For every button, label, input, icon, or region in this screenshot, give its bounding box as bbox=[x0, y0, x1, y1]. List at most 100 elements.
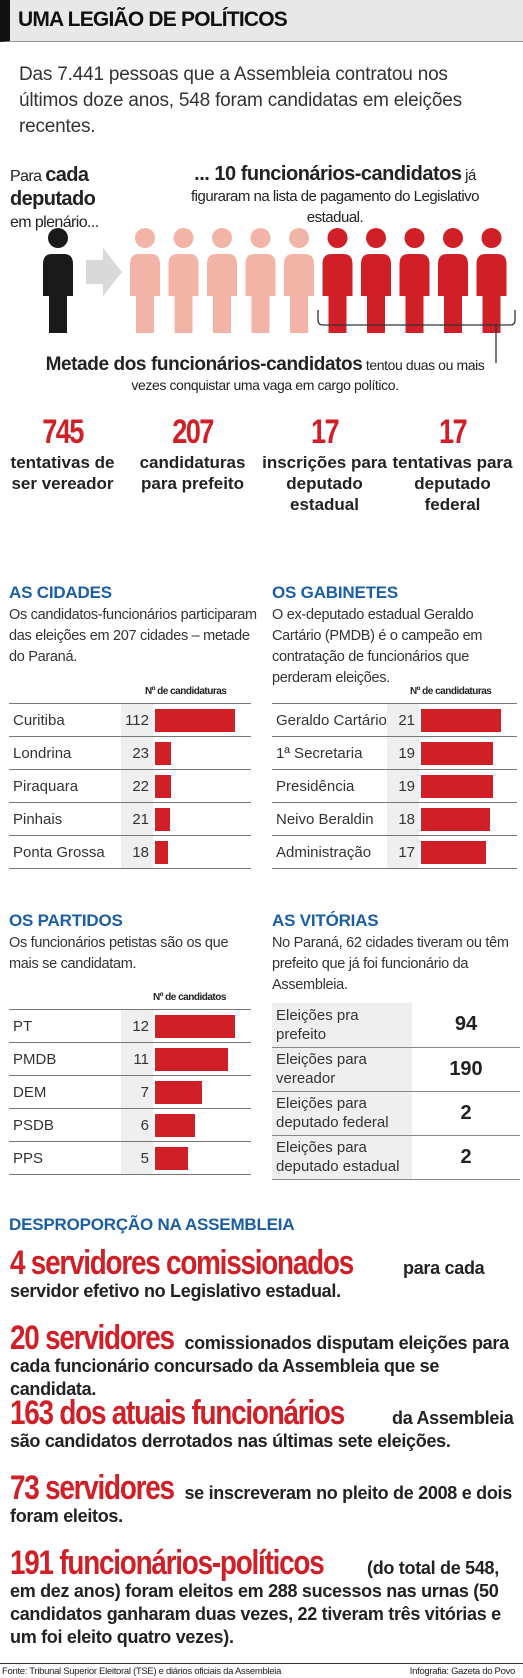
bar-category-label: Presidência bbox=[272, 769, 387, 803]
bar-row: PMDB 11 bbox=[9, 1042, 251, 1076]
claim-item: 20 servidores comissionados disputam ele… bbox=[10, 1321, 520, 1401]
bar-value-label: 112 bbox=[121, 703, 153, 737]
half-bracket bbox=[317, 310, 516, 326]
bar-row: Administração 17 bbox=[272, 835, 517, 869]
stat-prefeito: 207 candidaturas para prefeito bbox=[130, 412, 255, 494]
stat-label: candidaturas para prefeito bbox=[139, 453, 246, 493]
victory-value: 2 bbox=[412, 1091, 520, 1136]
bar bbox=[155, 1047, 228, 1071]
victory-row: Eleições para deputado federal 2 bbox=[272, 1091, 520, 1136]
stat-number: 17 bbox=[438, 413, 468, 451]
people-pictogram bbox=[43, 228, 516, 363]
parties-subtitle: Os funcionários petistas são os que mais… bbox=[9, 935, 229, 972]
ten-employees-bold: ... 10 funcionários-candidatos bbox=[194, 163, 462, 185]
employee-figure-dark bbox=[438, 228, 468, 333]
bar-row: PSDB 6 bbox=[9, 1108, 251, 1142]
bar-value-label: 19 bbox=[387, 736, 419, 770]
bar bbox=[155, 741, 171, 765]
bar-category-label: 1ª Secretaria bbox=[272, 736, 387, 770]
bar bbox=[155, 1014, 235, 1038]
cities-title: AS CIDADES bbox=[9, 583, 112, 602]
bar bbox=[155, 708, 235, 732]
stat-number: 17 bbox=[310, 413, 340, 451]
claim-text: para cada servidor efetivo no Legislativ… bbox=[10, 1258, 485, 1301]
bar bbox=[155, 774, 171, 798]
victory-value: 2 bbox=[412, 1135, 520, 1180]
intro-text: Das 7.441 pessoas que a Assembleia contr… bbox=[19, 64, 462, 137]
bar bbox=[421, 741, 493, 765]
bar-row: Neivo Beraldin 18 bbox=[272, 802, 517, 836]
bar-category-label: PT bbox=[9, 1009, 121, 1043]
bar-category-label: PPS bbox=[9, 1141, 121, 1175]
bar-row: Ponta Grossa 18 bbox=[9, 835, 251, 869]
bar-category-label: Geraldo Cartário bbox=[272, 703, 387, 737]
stat-vereador: 745 tentativas de ser vereador bbox=[0, 412, 125, 494]
claim-item: 163 dos atuais funcionários da Assemblei… bbox=[10, 1394, 520, 1453]
bar-row: Presidência 19 bbox=[272, 769, 517, 803]
employee-figure-light bbox=[130, 228, 160, 333]
victory-row: Eleições pra prefeito 94 bbox=[272, 1003, 520, 1048]
bar-value-label: 23 bbox=[121, 736, 153, 770]
bar bbox=[155, 1113, 195, 1137]
per-deputy-caption: Para cada deputado em plenário... bbox=[10, 164, 120, 234]
stat-label: tentativas de ser vereador bbox=[10, 453, 115, 493]
bar-value-label: 18 bbox=[387, 802, 419, 836]
victories-table: Eleições pra prefeito 94 Eleições para ver… bbox=[272, 1003, 520, 1180]
claim-item: 73 servidores se inscreveram no pleito d… bbox=[10, 1471, 520, 1528]
employee-figure-light bbox=[207, 228, 237, 333]
bar-category-label: Neivo Beraldin bbox=[272, 802, 387, 836]
claim-text: (do total de 548, em dez anos) foram ele… bbox=[10, 1558, 501, 1647]
bar-value-label: 5 bbox=[121, 1141, 153, 1175]
parties-title: OS PARTIDOS bbox=[9, 911, 123, 930]
bar-value-label: 22 bbox=[121, 769, 153, 803]
cities-chart: Curitiba 112 Londrina 23 Piraquara 22 Pinhais 2… bbox=[9, 703, 251, 869]
bar-row: PT 12 bbox=[9, 1009, 251, 1043]
header-bar: UMA LEGIÃO DE POLÍTICOS bbox=[0, 0, 523, 42]
claim-highlight: 163 dos atuais funcionários bbox=[10, 1394, 345, 1432]
bar-row: Piraquara 22 bbox=[9, 769, 251, 803]
bar-row: Pinhais 21 bbox=[9, 802, 251, 836]
per-deputy-prefix: Para bbox=[10, 168, 42, 185]
bar bbox=[421, 807, 490, 831]
cities-axis-label: Nº de candidaturas bbox=[145, 686, 227, 697]
bar-row: DEM 7 bbox=[9, 1075, 251, 1109]
victory-label: Eleições para deputado federal bbox=[272, 1091, 412, 1136]
bar-category-label: PSDB bbox=[9, 1108, 121, 1142]
employee-figure-dark bbox=[476, 228, 507, 333]
bar bbox=[155, 1146, 188, 1170]
bar-value-label: 6 bbox=[121, 1108, 153, 1142]
ten-employees-rest: já figuraram na lista de pagamento do Le… bbox=[190, 167, 480, 226]
bar-row: 1ª Secretaria 19 bbox=[272, 736, 517, 770]
bar-category-label: DEM bbox=[9, 1075, 121, 1109]
per-deputy-suffix: em plenário... bbox=[10, 214, 99, 231]
victories-title: AS VITÓRIAS bbox=[272, 911, 379, 930]
bar-category-label: Ponta Grossa bbox=[9, 835, 121, 869]
bar-value-label: 17 bbox=[387, 835, 419, 869]
cities-subtitle: Os candidatos-funcionários participaram … bbox=[9, 607, 257, 665]
bar bbox=[155, 1080, 202, 1104]
bar-category-label: Curitiba bbox=[9, 703, 121, 737]
footer-source: Fonte: Tribunal Superior Eleitoral (TSE)… bbox=[2, 1666, 282, 1677]
bar-category-label: Piraquara bbox=[9, 769, 121, 803]
ten-employees-caption: ... 10 funcionários-candidatos já figura… bbox=[180, 164, 490, 228]
bar bbox=[421, 774, 493, 798]
employee-figure-light bbox=[245, 228, 276, 333]
bar-category-label: Pinhais bbox=[9, 802, 121, 836]
victory-label: Eleições para deputado estadual bbox=[272, 1135, 412, 1180]
footer: Fonte: Tribunal Superior Eleitoral (TSE)… bbox=[0, 1663, 523, 1678]
half-caption-bold: Metade dos funcionários-candidatos bbox=[45, 354, 363, 375]
victories-subtitle: No Paraná, 62 cidades tiveram ou têm pre… bbox=[272, 935, 509, 993]
stat-number: 207 bbox=[172, 413, 214, 451]
offices-title: OS GABINETES bbox=[272, 583, 399, 602]
bar-value-label: 11 bbox=[121, 1042, 153, 1076]
claim-text: comissionados disputam eleições para cad… bbox=[10, 1333, 509, 1399]
employee-figure-dark bbox=[399, 228, 430, 333]
bar-value-label: 7 bbox=[121, 1075, 153, 1109]
claim-highlight: 191 funcionários-políticos bbox=[10, 1544, 325, 1582]
bar-value-label: 18 bbox=[121, 835, 153, 869]
employee-figure-light bbox=[168, 228, 199, 333]
parties-axis-label: Nº de candidatos bbox=[153, 992, 226, 1003]
stat-dep-estadual: 17 inscrições para deputado estadual bbox=[262, 412, 387, 515]
offices-axis-label: Nº de candidaturas bbox=[410, 686, 492, 697]
bar-category-label: Londrina bbox=[9, 736, 121, 770]
